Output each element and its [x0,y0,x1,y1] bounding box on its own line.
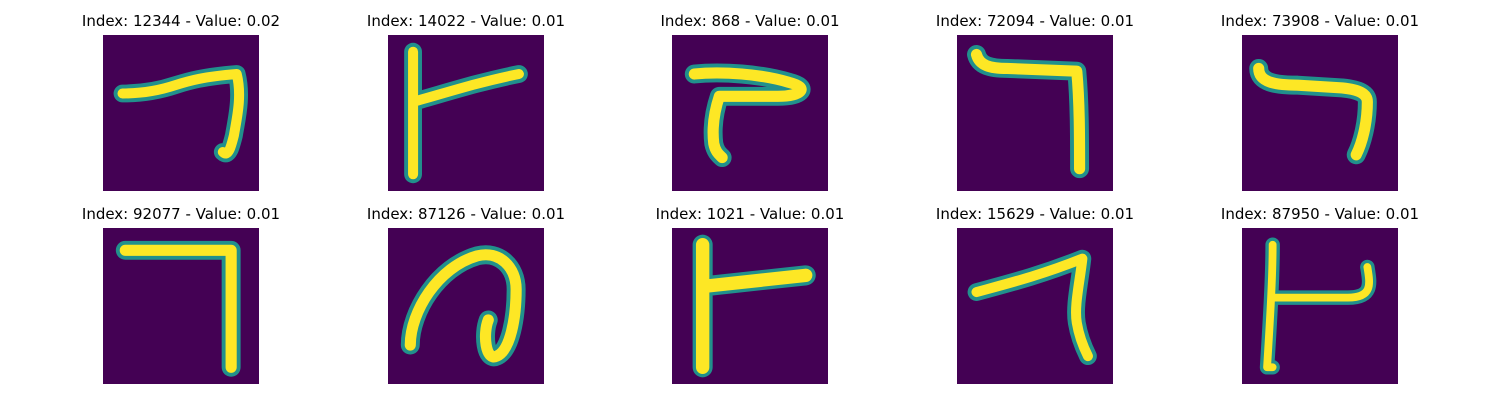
panel-6: Index: 92077 - Value: 0.01 [82,204,280,384]
panel-1: Index: 12344 - Value: 0.02 [82,11,280,191]
panel-title: Index: 868 - Value: 0.01 [660,12,840,30]
digit-image [103,228,259,384]
panel-title: Index: 14022 - Value: 0.01 [366,12,566,30]
panel-4: Index: 72094 - Value: 0.01 [936,11,1134,191]
digit-image [672,228,828,384]
panel-7: Index: 87126 - Value: 0.01 [367,204,565,384]
digit-image [957,228,1113,384]
panel-title: Index: 72094 - Value: 0.01 [935,12,1135,30]
panel-title: Index: 15629 - Value: 0.01 [935,205,1135,223]
panel-9: Index: 15629 - Value: 0.01 [936,204,1134,384]
panel-title: Index: 1021 - Value: 0.01 [655,205,845,223]
digit-image [388,228,544,384]
digit-image [672,35,828,191]
panel-5: Index: 73908 - Value: 0.01 [1221,11,1419,191]
digit-image [388,35,544,191]
panel-title: Index: 87950 - Value: 0.01 [1220,205,1420,223]
panel-title: Index: 87126 - Value: 0.01 [366,205,566,223]
panel-2: Index: 14022 - Value: 0.01 [367,11,565,191]
panel-10: Index: 87950 - Value: 0.01 [1221,204,1419,384]
digit-image [957,35,1113,191]
digit-image [103,35,259,191]
panel-title: Index: 12344 - Value: 0.02 [81,12,281,30]
panel-title: Index: 92077 - Value: 0.01 [81,205,281,223]
panel-3: Index: 868 - Value: 0.01 [660,11,840,191]
digit-image [1242,228,1398,384]
digit-image [1242,35,1398,191]
panel-8: Index: 1021 - Value: 0.01 [656,204,844,384]
panel-title: Index: 73908 - Value: 0.01 [1220,12,1420,30]
